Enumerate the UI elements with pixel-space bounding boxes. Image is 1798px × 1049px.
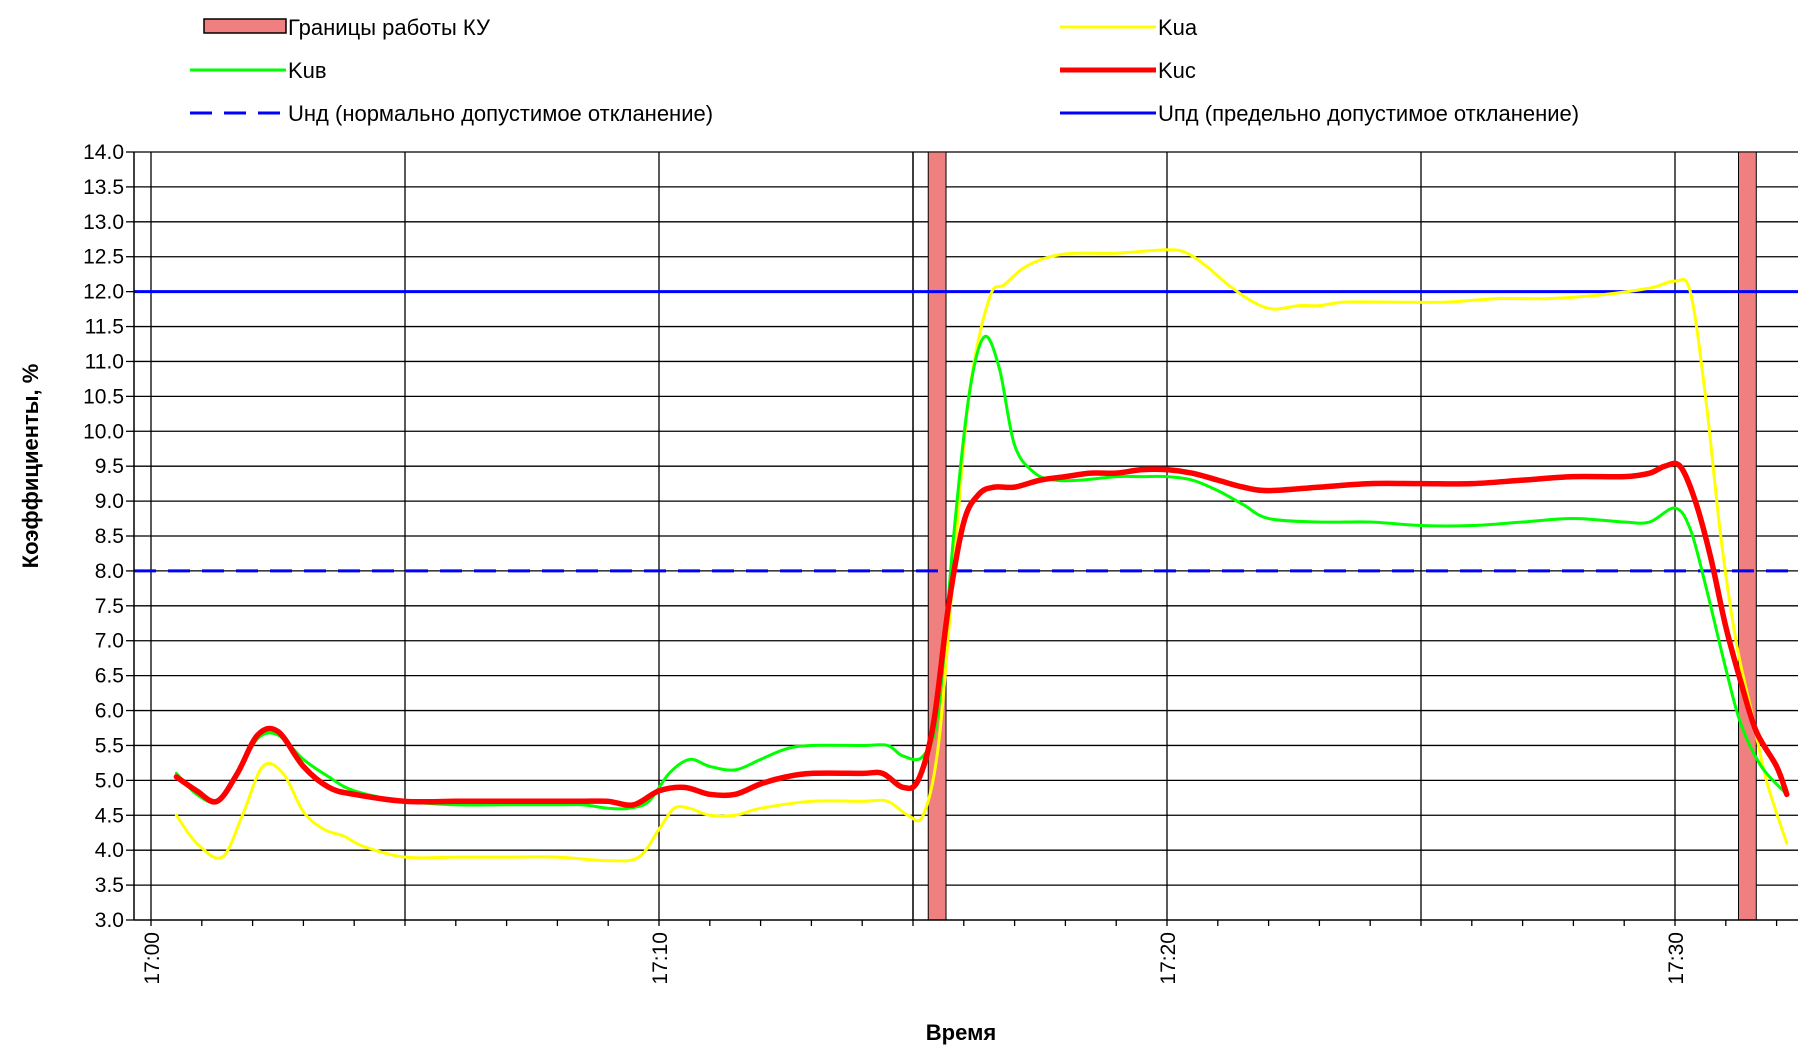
plot-area	[134, 151, 1798, 921]
y-tick-label: 6.5	[95, 665, 124, 688]
legend-label: Kua	[1158, 15, 1198, 40]
y-tick-label: 10.0	[83, 420, 124, 443]
legend-item: Kua	[1060, 15, 1198, 40]
legend-label: Границы работы КУ	[288, 15, 491, 40]
y-tick-label: 4.0	[95, 839, 124, 862]
x-tick-label: 17:10	[649, 932, 672, 985]
axes: 3.0 3.5 4.0 4.5 5.0 5.5 6.0 6.5 7.0 7.5 8.0 8.5 9.0 9…	[83, 141, 1798, 985]
y-tick-label: 8.0	[95, 560, 124, 583]
legend-item: Uнд (нормально допустимое откланение)	[190, 101, 713, 126]
ku-boundary-band	[1738, 151, 1757, 921]
x-tick-label: 17:20	[1157, 932, 1180, 985]
legend-label: Uнд (нормально допустимое откланение)	[288, 101, 713, 126]
legend-item: Kuc	[1060, 58, 1196, 83]
y-tick-label: 4.5	[95, 804, 124, 827]
y-tick-label: 10.5	[83, 385, 124, 408]
y-tick-label: 13.0	[83, 211, 124, 234]
y-tick-label: 5.5	[95, 734, 124, 757]
x-tick-label: 17:30	[1665, 932, 1688, 985]
legend-label: Uпд (предельно допустимое откланение)	[1158, 101, 1579, 126]
y-tick-label: 3.5	[95, 874, 124, 897]
y-tick-label: 9.0	[95, 490, 124, 513]
y-tick-label: 3.0	[95, 909, 124, 932]
series-line-2	[173, 460, 1790, 808]
y-tick-label: 13.5	[83, 176, 124, 199]
ku-boundary-band	[927, 151, 947, 921]
legend-label: Kuc	[1158, 58, 1196, 83]
y-tick-label: 11.0	[85, 350, 124, 373]
y-axis-title: Коэффициенты, %	[18, 364, 43, 569]
y-tick-label: 7.5	[95, 595, 124, 618]
legend-item: Kuв	[190, 58, 327, 83]
y-tick-label: 6.0	[95, 700, 124, 723]
series-line-1	[174, 334, 1789, 811]
y-tick-label: 12.0	[83, 281, 124, 304]
y-tick-label: 11.5	[85, 316, 124, 339]
x-tick-label: 17:00	[141, 932, 164, 985]
legend-label: Kuв	[288, 58, 327, 83]
legend-swatch	[203, 18, 287, 34]
x-axis-title: Время	[926, 1020, 996, 1045]
y-tick-label: 12.5	[83, 246, 124, 269]
legend-item: Границы работы КУ	[203, 15, 491, 40]
y-tick-label: 8.5	[95, 525, 124, 548]
legend: Границы работы КУ Kua Kuв Kuc Uнд (нормально…	[190, 15, 1579, 126]
y-tick-label: 5.0	[95, 769, 124, 792]
legend-item: Uпд (предельно допустимое откланение)	[1060, 101, 1579, 126]
y-tick-label: 7.0	[95, 630, 124, 653]
y-tick-label: 9.5	[95, 455, 124, 478]
y-tick-label: 14.0	[83, 141, 124, 164]
